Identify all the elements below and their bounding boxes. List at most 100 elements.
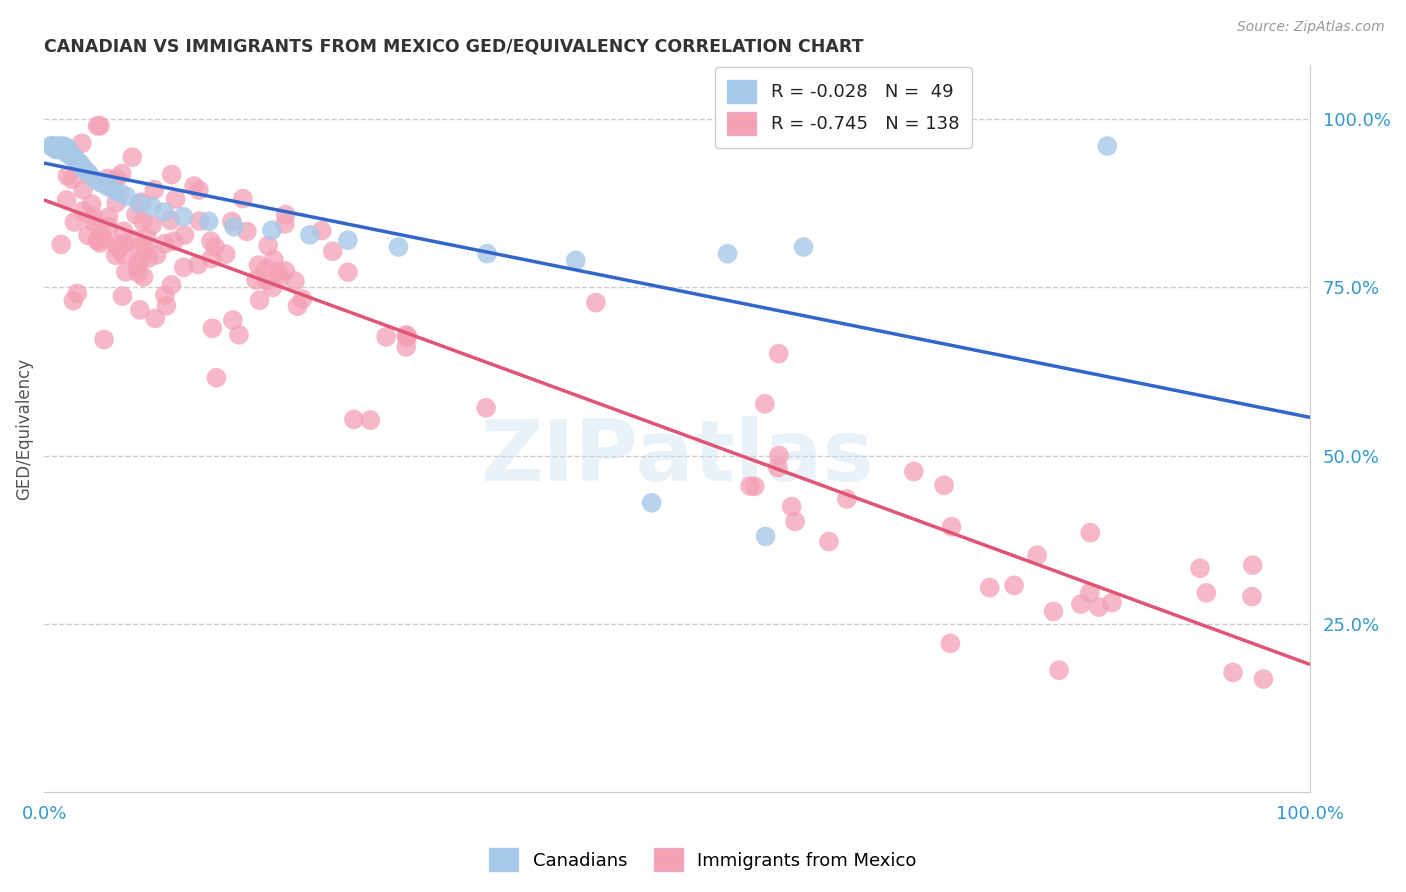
Point [97, 219, 120, 234]
Point [159, 213, 181, 227]
Point [111, 167, 134, 181]
Point [73, 162, 96, 177]
Point [165, 192, 187, 206]
Point [135, 244, 157, 258]
Point [143, 311, 166, 326]
Point [77, 166, 100, 180]
Point [1026, 549, 1049, 563]
Text: CANADIAN VS IMMIGRANTS FROM MEXICO GED/EQUIVALENCY CORRELATION CHART: CANADIAN VS IMMIGRANTS FROM MEXICO GED/E… [44, 37, 863, 55]
Point [52, 139, 75, 153]
Point [173, 260, 195, 275]
Point [90, 227, 112, 241]
Point [263, 252, 285, 267]
Point [160, 168, 183, 182]
Point [55, 193, 77, 207]
Point [112, 247, 135, 261]
Point [115, 189, 138, 203]
Point [145, 248, 167, 262]
Point [125, 208, 148, 222]
Point [63, 215, 86, 229]
Point [245, 273, 267, 287]
Point [105, 237, 128, 252]
Point [105, 195, 128, 210]
Point [221, 214, 243, 228]
Point [298, 227, 321, 242]
Point [387, 240, 409, 254]
Point [114, 265, 136, 279]
Point [783, 515, 806, 529]
Point [70, 136, 93, 151]
Point [475, 401, 498, 415]
Point [359, 413, 381, 427]
Point [768, 448, 790, 462]
Point [160, 277, 183, 292]
Point [105, 171, 128, 186]
Point [204, 240, 226, 254]
Point [163, 235, 186, 249]
Point [127, 266, 149, 280]
Point [766, 460, 789, 475]
Point [939, 636, 962, 650]
Point [48, 139, 70, 153]
Point [70, 159, 93, 173]
Point [141, 200, 163, 214]
Point [396, 329, 419, 343]
Point [69, 156, 91, 170]
Point [128, 196, 150, 211]
Point [172, 210, 194, 224]
Point [112, 224, 135, 238]
Point [82, 209, 104, 223]
Point [941, 519, 963, 533]
Point [132, 214, 155, 228]
Point [792, 240, 814, 254]
Point [135, 230, 157, 244]
Point [59, 149, 82, 163]
Point [51, 142, 73, 156]
Point [127, 258, 149, 272]
Point [200, 252, 222, 266]
Point [104, 248, 127, 262]
Y-axis label: GED/Equivalency: GED/Equivalency [15, 358, 32, 500]
Point [60, 149, 83, 163]
Point [200, 234, 222, 248]
Point [768, 346, 790, 360]
Point [56, 145, 79, 160]
Point [87, 233, 110, 247]
Point [153, 205, 176, 219]
Point [97, 210, 120, 224]
Point [1195, 586, 1218, 600]
Point [754, 529, 776, 543]
Point [56, 169, 79, 183]
Point [740, 479, 762, 493]
Point [187, 258, 209, 272]
Point [44, 139, 66, 153]
Point [62, 293, 84, 308]
Point [1097, 139, 1119, 153]
Point [62, 149, 84, 163]
Point [260, 223, 283, 237]
Point [111, 289, 134, 303]
Point [716, 246, 738, 260]
Point [52, 140, 75, 154]
Point [274, 264, 297, 278]
Point [236, 224, 259, 238]
Point [138, 251, 160, 265]
Point [396, 330, 419, 344]
Point [153, 288, 176, 302]
Point [291, 292, 314, 306]
Point [228, 327, 250, 342]
Point [188, 214, 211, 228]
Point [56, 140, 79, 154]
Point [818, 534, 841, 549]
Point [287, 299, 309, 313]
Point [247, 258, 270, 272]
Point [262, 280, 284, 294]
Point [80, 197, 103, 211]
Point [131, 195, 153, 210]
Point [103, 183, 125, 197]
Point [91, 232, 114, 246]
Point [66, 286, 89, 301]
Point [1078, 585, 1101, 599]
Point [125, 232, 148, 246]
Point [60, 172, 83, 186]
